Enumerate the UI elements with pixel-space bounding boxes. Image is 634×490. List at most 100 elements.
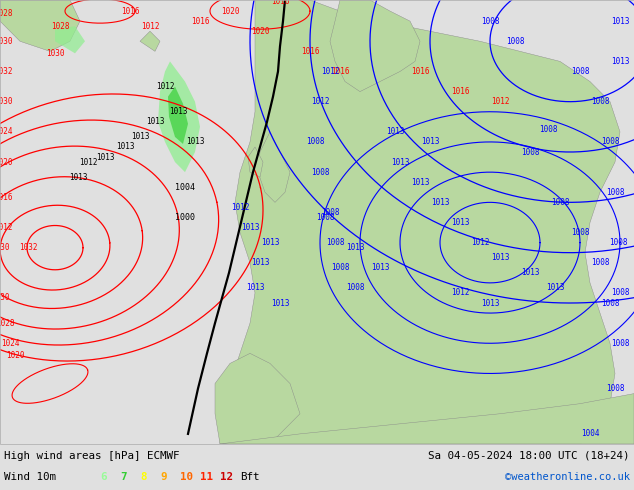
Text: 1013: 1013 xyxy=(491,253,509,262)
Text: 1024: 1024 xyxy=(0,127,12,136)
Text: 1020: 1020 xyxy=(221,6,239,16)
Text: 1008: 1008 xyxy=(346,283,365,293)
Text: 1016: 1016 xyxy=(191,17,209,25)
Text: 1012: 1012 xyxy=(156,82,174,91)
Text: 1013: 1013 xyxy=(521,269,540,277)
Text: 1008: 1008 xyxy=(539,125,557,134)
Text: 1032: 1032 xyxy=(19,243,37,252)
Text: 1032: 1032 xyxy=(0,67,12,76)
Text: 1008: 1008 xyxy=(321,208,339,217)
Text: 1016: 1016 xyxy=(271,0,289,5)
Text: Bft: Bft xyxy=(240,472,259,482)
Text: 8: 8 xyxy=(140,472,146,482)
Text: 1028: 1028 xyxy=(51,22,69,31)
Text: Sa 04-05-2024 18:00 UTC (18+24): Sa 04-05-2024 18:00 UTC (18+24) xyxy=(429,451,630,461)
Polygon shape xyxy=(330,0,420,92)
Text: 1013: 1013 xyxy=(246,283,264,293)
Text: 1008: 1008 xyxy=(481,17,499,25)
Text: 1008: 1008 xyxy=(311,168,329,176)
Text: 1013: 1013 xyxy=(546,283,564,293)
Text: 1000: 1000 xyxy=(175,213,195,222)
Text: 1008: 1008 xyxy=(601,298,619,308)
Text: 1016: 1016 xyxy=(331,67,349,76)
Text: 1013: 1013 xyxy=(68,172,87,182)
Polygon shape xyxy=(168,87,188,144)
Text: 1008: 1008 xyxy=(551,198,569,207)
Text: 1012: 1012 xyxy=(451,289,469,297)
Text: 1013: 1013 xyxy=(186,137,204,147)
Polygon shape xyxy=(258,132,290,202)
Text: 1013: 1013 xyxy=(451,218,469,227)
Text: 1013: 1013 xyxy=(411,178,429,187)
Text: 1008: 1008 xyxy=(591,97,609,106)
Text: 1012: 1012 xyxy=(0,223,12,232)
Polygon shape xyxy=(248,147,263,177)
Text: 1020: 1020 xyxy=(6,351,24,360)
Polygon shape xyxy=(220,393,634,444)
Text: 1008: 1008 xyxy=(601,137,619,147)
Text: ©weatheronline.co.uk: ©weatheronline.co.uk xyxy=(505,472,630,482)
Text: 1028: 1028 xyxy=(0,9,12,18)
Text: 1030: 1030 xyxy=(0,37,12,46)
Text: 1013: 1013 xyxy=(96,152,114,162)
Text: 1013: 1013 xyxy=(131,132,149,142)
Text: 1020: 1020 xyxy=(251,27,269,36)
Text: 7: 7 xyxy=(120,472,127,482)
Text: 1008: 1008 xyxy=(326,238,344,247)
Text: 1016: 1016 xyxy=(120,6,139,16)
Text: 1016: 1016 xyxy=(301,47,320,56)
Text: 1013: 1013 xyxy=(169,107,187,116)
Text: 1016: 1016 xyxy=(411,67,429,76)
Text: Wind 10m: Wind 10m xyxy=(4,472,56,482)
Polygon shape xyxy=(55,26,85,53)
Text: 1008: 1008 xyxy=(571,228,589,237)
Text: 1013: 1013 xyxy=(116,143,134,151)
Polygon shape xyxy=(220,0,620,444)
Text: 1013: 1013 xyxy=(481,298,499,308)
Text: 1012: 1012 xyxy=(471,238,489,247)
Text: 6: 6 xyxy=(100,472,107,482)
Text: 10: 10 xyxy=(180,472,193,482)
Text: 1008: 1008 xyxy=(331,263,349,272)
Text: 1008: 1008 xyxy=(609,238,627,247)
Text: 1008: 1008 xyxy=(506,37,524,46)
Text: 1008: 1008 xyxy=(591,258,609,267)
Text: 1008: 1008 xyxy=(316,213,334,222)
Text: 1013: 1013 xyxy=(430,198,450,207)
Text: 1004: 1004 xyxy=(175,183,195,192)
Text: 1013: 1013 xyxy=(241,223,259,232)
Text: 1030: 1030 xyxy=(0,243,10,252)
Text: 1013: 1013 xyxy=(251,258,269,267)
Text: 1013: 1013 xyxy=(391,158,410,167)
Text: 1004: 1004 xyxy=(581,429,599,439)
Text: 1020: 1020 xyxy=(0,158,12,167)
Text: 1008: 1008 xyxy=(571,67,589,76)
Text: 1013: 1013 xyxy=(611,57,630,66)
Text: 1013: 1013 xyxy=(371,263,389,272)
Text: 1028: 1028 xyxy=(0,318,14,328)
Text: 1012: 1012 xyxy=(321,67,339,76)
Text: 1024: 1024 xyxy=(1,339,19,348)
Text: 1012: 1012 xyxy=(231,203,249,212)
Text: 1030: 1030 xyxy=(0,294,10,302)
Text: 1016: 1016 xyxy=(451,87,469,96)
Text: 1013: 1013 xyxy=(611,17,630,25)
Text: 1013: 1013 xyxy=(146,117,164,126)
Text: High wind areas [hPa] ECMWF: High wind areas [hPa] ECMWF xyxy=(4,451,179,461)
Polygon shape xyxy=(158,61,200,172)
Text: 1016: 1016 xyxy=(0,193,12,202)
Text: 1008: 1008 xyxy=(611,289,630,297)
Text: 9: 9 xyxy=(160,472,167,482)
Text: 1030: 1030 xyxy=(0,97,12,106)
Text: 1013: 1013 xyxy=(385,127,404,136)
Text: 1012: 1012 xyxy=(491,97,509,106)
Polygon shape xyxy=(140,31,160,51)
Text: 1012: 1012 xyxy=(311,97,329,106)
Text: 1013: 1013 xyxy=(261,238,279,247)
Text: 1008: 1008 xyxy=(611,339,630,348)
Text: 1013: 1013 xyxy=(346,243,365,252)
Text: 1008: 1008 xyxy=(521,147,540,156)
Polygon shape xyxy=(0,0,80,51)
Text: 1008: 1008 xyxy=(306,137,324,147)
Text: 1008: 1008 xyxy=(605,188,624,197)
